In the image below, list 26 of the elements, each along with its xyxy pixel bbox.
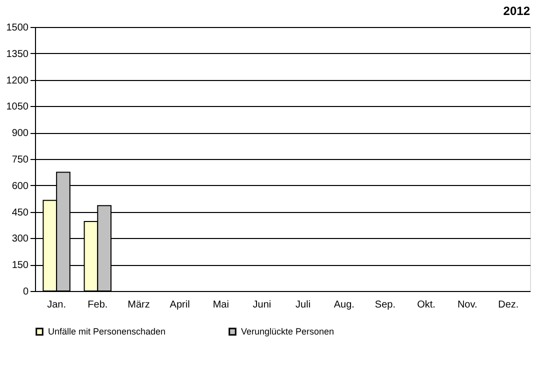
y-tick-label: 0 [22,286,29,298]
x-tick-label: Mai [212,300,229,310]
y-tick-label: 750 [12,154,29,166]
y-tick-label: 900 [12,128,29,140]
legend-label: Unfälle mit Personenschaden [48,326,166,337]
x-tick-label: Juli [296,300,311,310]
x-tick-label: Aug. [334,300,354,310]
y-tick-label: 300 [12,234,29,245]
x-tick-label: März [128,300,150,310]
x-tick-label: Sep. [374,300,396,310]
x-tick-label: Juni [252,300,272,310]
y-tick-label: 1350 [6,48,29,60]
y-tick-label: 600 [12,180,29,192]
y-tick-label: 450 [12,207,29,218]
y-tick-label: 150 [12,260,29,272]
x-tick-label: Nov. [457,300,478,310]
x-tick-label: Jan. [47,300,66,310]
legend-label: Verunglückte Personen [241,326,334,337]
y-tick-label: 1050 [6,102,29,113]
y-tick-label: 1500 [6,22,29,34]
y-tick-label: 1200 [6,75,29,86]
x-tick-label: Feb. [88,300,108,310]
x-tick-label: April [170,300,190,310]
chart-title: 2012 [503,4,530,18]
x-tick-label: Okt. [417,300,436,310]
x-tick-label: Dez. [498,300,519,310]
